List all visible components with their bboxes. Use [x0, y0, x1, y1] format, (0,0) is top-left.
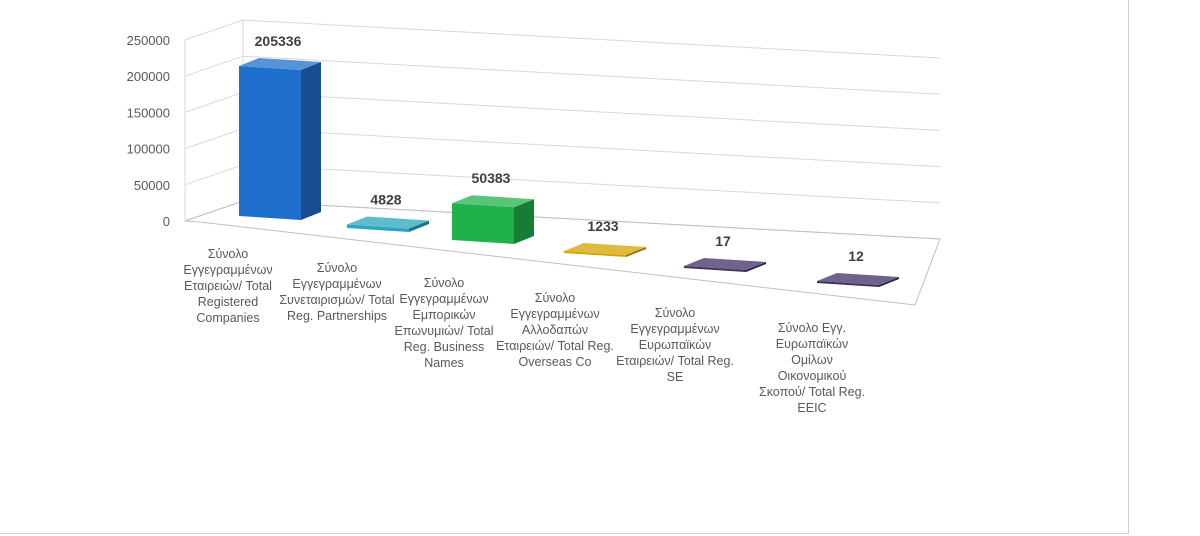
bar-front	[564, 251, 626, 257]
bar-side	[626, 247, 646, 257]
y-tick-label: 150000	[127, 105, 170, 120]
bar-side	[409, 220, 429, 232]
data-label: 17	[715, 233, 731, 249]
floor	[184, 200, 941, 306]
bar-top	[817, 273, 899, 285]
bar-side	[301, 62, 321, 220]
bar-front	[239, 66, 301, 220]
data-label: 12	[848, 248, 864, 264]
data-label: 205336	[255, 33, 302, 49]
x-category-label: Σύνολο Εγγεγραμμένων Εμπορικών Επωνυμιών…	[394, 276, 494, 370]
y-tick-label: 0	[163, 214, 170, 229]
bar-front	[817, 281, 879, 287]
data-label: 1233	[587, 218, 618, 234]
y-tick-label: 50000	[134, 178, 170, 193]
bar-top	[452, 195, 534, 208]
data-label: 4828	[370, 191, 401, 207]
bar-top	[564, 243, 646, 255]
data-label: 50383	[472, 170, 511, 186]
chart-frame	[0, 0, 1129, 534]
y-tick-label: 250000	[127, 33, 170, 48]
bar-top	[684, 258, 766, 270]
bar-2	[347, 216, 429, 232]
bar-front	[684, 266, 746, 272]
bar-front	[347, 224, 409, 232]
bar-side	[879, 277, 899, 287]
bar-top	[239, 58, 321, 70]
x-category-label: Σύνολο Εγγ. Ευρωπαϊκών Ομίλων Οικονομικο…	[758, 321, 866, 415]
x-category-label: Σύνολο Εγγεγραμμένων Συνεταιρισμών/ Tota…	[279, 261, 395, 323]
bar-4	[564, 243, 646, 257]
bar-1	[239, 58, 321, 220]
y-tick-label: 200000	[127, 69, 170, 84]
bar-6	[817, 273, 899, 287]
bar-top	[347, 216, 429, 229]
bar-3	[452, 195, 534, 244]
y-tick-label: 100000	[127, 142, 170, 157]
x-category-label: Σύνολο Εγγεγραμμένων Αλλοδαπών Εταιρειών…	[496, 291, 614, 369]
bar-side	[514, 199, 534, 244]
x-category-label: Σύνολο Εγγεγραμμένων Εταιρειών/ Total Re…	[183, 247, 273, 325]
bar-5	[684, 258, 766, 272]
bar-front	[452, 203, 514, 244]
bar-side	[746, 262, 766, 272]
x-category-label: Σύνολο Εγγεγραμμένων Ευρωπαϊκών Εταιρειώ…	[616, 306, 734, 384]
